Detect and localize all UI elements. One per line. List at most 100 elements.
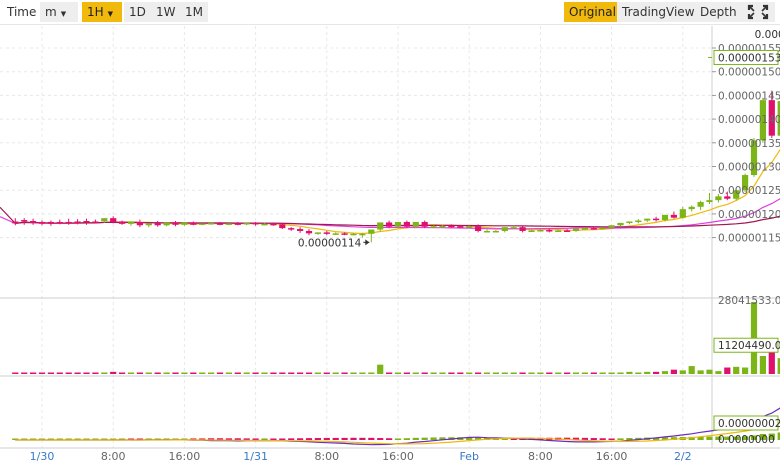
indicator-bar bbox=[724, 436, 731, 440]
indicator-bar bbox=[742, 436, 749, 440]
time-tick-label: 8:00 bbox=[528, 450, 553, 463]
volume-bar bbox=[323, 372, 330, 374]
indicator-bar bbox=[305, 438, 313, 440]
volume-bar bbox=[546, 372, 553, 374]
volume-bar bbox=[163, 372, 170, 374]
interval-1m-button[interactable]: 1M bbox=[180, 2, 208, 22]
time-tick-label: 16:00 bbox=[382, 450, 414, 463]
interval-1w-button[interactable]: 1W bbox=[151, 2, 181, 22]
volume-bar bbox=[145, 372, 152, 374]
volume-bar bbox=[555, 372, 562, 374]
candle-body bbox=[297, 229, 304, 231]
candle-body bbox=[38, 221, 46, 224]
volume-max-label: 28041533.00 bbox=[718, 295, 780, 307]
chevron-down-icon: ▼ bbox=[107, 10, 114, 18]
volume-bar bbox=[599, 372, 606, 374]
indicator-bar bbox=[501, 438, 508, 440]
volume-bar bbox=[341, 372, 348, 374]
fullscreen-button[interactable] bbox=[741, 2, 775, 22]
candles bbox=[12, 90, 780, 243]
indicator-bar bbox=[234, 438, 241, 440]
indicator-bar bbox=[377, 438, 384, 440]
price-tick-label: 0.00000135 bbox=[718, 138, 780, 150]
candle-body bbox=[190, 222, 197, 225]
candle-body bbox=[252, 222, 259, 225]
time-tick-label: 16:00 bbox=[596, 450, 628, 463]
volume-bar bbox=[368, 372, 375, 374]
volume-bar bbox=[564, 372, 571, 374]
indicator-bar bbox=[421, 437, 428, 440]
candle-body bbox=[368, 229, 375, 234]
volume-bar bbox=[653, 371, 660, 374]
candle-body bbox=[101, 218, 108, 222]
interval-dropdown-value: m bbox=[45, 5, 57, 19]
candle-body bbox=[688, 206, 695, 210]
indicator-bar bbox=[279, 438, 286, 440]
view-tradingview-button[interactable]: TradingView bbox=[617, 2, 700, 22]
expand-icon bbox=[747, 4, 769, 20]
volume-bar bbox=[38, 372, 46, 374]
indicator-bar bbox=[56, 438, 63, 440]
volume-bar bbox=[528, 372, 535, 374]
indicator-bar bbox=[475, 437, 482, 440]
volume-bar bbox=[297, 372, 304, 374]
candle-body bbox=[555, 230, 562, 232]
volume-bar bbox=[252, 372, 259, 374]
indicator-bar bbox=[154, 438, 161, 440]
interval-1h-button[interactable]: 1H ▼ bbox=[82, 2, 122, 22]
candle-body bbox=[110, 218, 117, 222]
indicator-value-label: 0.00000002 bbox=[718, 418, 780, 430]
candle-body bbox=[127, 221, 135, 224]
candle-body bbox=[777, 101, 780, 136]
volume-bar bbox=[216, 372, 224, 374]
candle-body bbox=[323, 232, 330, 234]
candle-body bbox=[394, 221, 402, 227]
indicator-bar bbox=[466, 437, 473, 440]
candle-body bbox=[163, 222, 170, 226]
candle-body bbox=[377, 222, 384, 230]
indicator-bar bbox=[590, 438, 597, 440]
candle-body bbox=[653, 218, 660, 221]
volume-bar bbox=[234, 372, 241, 374]
interval-dropdown[interactable]: m ▼ bbox=[40, 2, 78, 22]
candle-body bbox=[510, 227, 517, 229]
volume-bar bbox=[572, 372, 580, 374]
volume-bar bbox=[386, 372, 393, 374]
candle-body bbox=[768, 100, 775, 136]
price-chart[interactable]: 0.000001550.000001500.000001450.00000140… bbox=[0, 24, 780, 467]
volume-bar bbox=[644, 371, 651, 374]
indicator-bar bbox=[65, 438, 72, 440]
price-tick-label: 0.00000120 bbox=[718, 209, 780, 221]
volume-bar bbox=[492, 372, 499, 374]
volume-bar bbox=[519, 372, 526, 374]
indicator-bar bbox=[74, 438, 81, 440]
candle-body bbox=[136, 221, 143, 226]
volume-bar bbox=[724, 367, 731, 374]
indicator-bar bbox=[537, 437, 544, 440]
indicator-bar bbox=[199, 438, 206, 440]
interval-1d-button[interactable]: 1D bbox=[124, 2, 151, 22]
volume-bar bbox=[199, 372, 206, 374]
indicator-bar bbox=[30, 438, 37, 440]
indicator-value-box bbox=[713, 415, 779, 431]
indicator-bar bbox=[564, 437, 571, 440]
volume-bar bbox=[110, 371, 117, 374]
candle-body bbox=[644, 218, 651, 221]
candle-body bbox=[492, 230, 499, 233]
candle-body bbox=[47, 221, 54, 224]
indicator-bar bbox=[412, 437, 419, 440]
view-depth-button[interactable]: Depth bbox=[695, 2, 742, 22]
time-label[interactable]: Time bbox=[7, 5, 37, 19]
volume-bar bbox=[243, 372, 250, 374]
candle-body bbox=[359, 233, 366, 236]
indicator-bar bbox=[38, 438, 46, 440]
volume-bar bbox=[181, 372, 188, 374]
candle-body bbox=[670, 214, 677, 218]
view-original-button[interactable]: Original bbox=[564, 2, 621, 22]
price-tick-label: 0.00000115 bbox=[718, 233, 780, 245]
volume-bar bbox=[421, 372, 428, 374]
indicator-bar bbox=[777, 432, 780, 440]
candle-body bbox=[172, 222, 179, 225]
high-price-label: 0.00000158 bbox=[755, 29, 780, 41]
candle-body bbox=[74, 221, 81, 223]
